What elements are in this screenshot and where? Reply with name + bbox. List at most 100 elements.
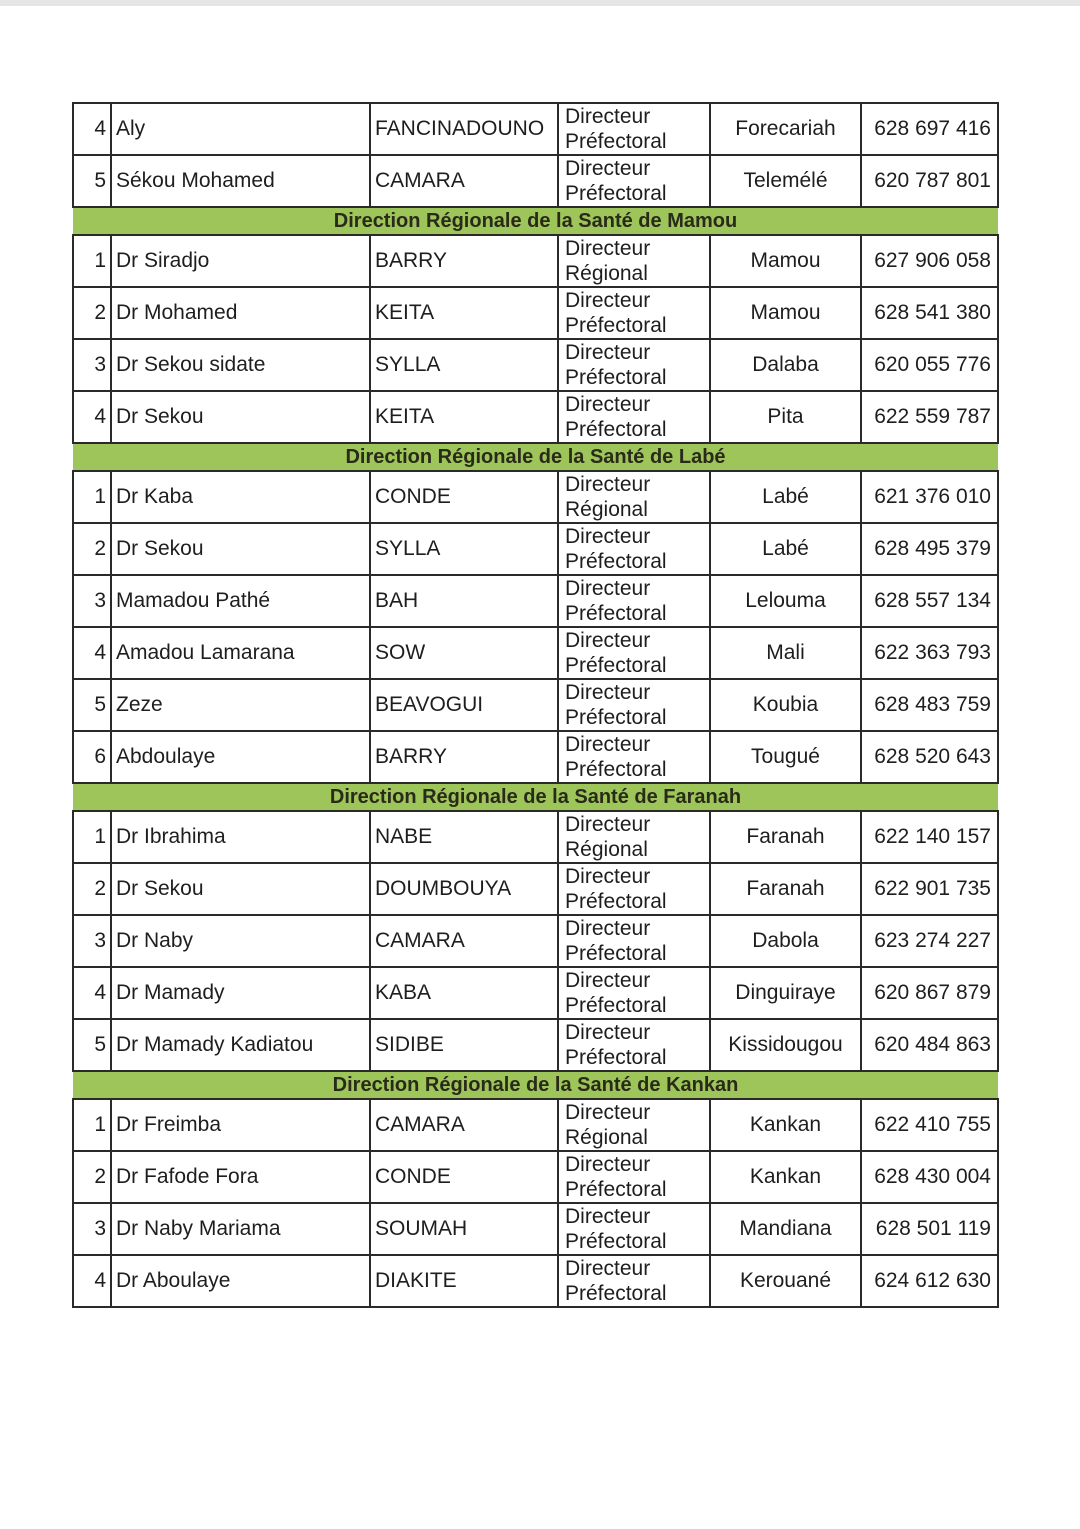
location-cell: Faranah bbox=[709, 862, 862, 916]
last-name-cell: DOUMBOUYA bbox=[369, 862, 559, 916]
phone-number-cell: 622 559 787 bbox=[860, 390, 999, 444]
table-row: 5 Dr Mamady Kadiatou SIDIBE Directeur Préfe… bbox=[72, 1018, 999, 1072]
job-title-cell: Directeur Préfectoral bbox=[557, 390, 711, 444]
table-row: 1 Dr Ibrahima NABE Directeur Régional Farana… bbox=[72, 810, 999, 864]
table-row: 4 Aly FANCINADOUNO Directeur Préfectoral For… bbox=[72, 102, 999, 156]
table-row: 4 Amadou Lamarana SOW Directeur Préfectoral… bbox=[72, 626, 999, 680]
job-title-cell: Directeur Préfectoral bbox=[557, 1254, 711, 1308]
first-name-cell: Sékou Mohamed bbox=[110, 154, 371, 208]
row-number-cell: 1 bbox=[72, 1098, 112, 1152]
job-title-cell: Directeur Préfectoral bbox=[557, 286, 711, 340]
table-row: 4 Dr Aboulaye DIAKITE Directeur Préfectoral… bbox=[72, 1254, 999, 1308]
phone-number-cell: 623 274 227 bbox=[860, 914, 999, 968]
table-row: 6 Abdoulaye BARRY Directeur Préfectoral Toug… bbox=[72, 730, 999, 784]
last-name-cell: SOUMAH bbox=[369, 1202, 559, 1256]
phone-number-cell: 622 363 793 bbox=[860, 626, 999, 680]
job-title-cell: Directeur Préfectoral bbox=[557, 1202, 711, 1256]
row-number-cell: 2 bbox=[72, 286, 112, 340]
table-row: 1 Dr Siradjo BARRY Directeur Régional Mamou 6… bbox=[72, 234, 999, 288]
location-cell: Kankan bbox=[709, 1150, 862, 1204]
row-number-cell: 3 bbox=[72, 914, 112, 968]
section-heading: Direction Régionale de la Santé de Kanka… bbox=[73, 1070, 998, 1100]
last-name-cell: BAH bbox=[369, 574, 559, 628]
section-heading: Direction Régionale de la Santé de Labé bbox=[73, 442, 998, 472]
section-header-row: Direction Régionale de la Santé de Kanka… bbox=[73, 1070, 998, 1100]
section-header-row: Direction Régionale de la Santé de Labé bbox=[73, 442, 998, 472]
first-name-cell: Dr Sekou sidate bbox=[110, 338, 371, 392]
phone-number-cell: 628 495 379 bbox=[860, 522, 999, 576]
phone-number-cell: 620 055 776 bbox=[860, 338, 999, 392]
table-row: 5 Zeze BEAVOGUI Directeur Préfectoral Koubia… bbox=[72, 678, 999, 732]
job-title-cell: Directeur Préfectoral bbox=[557, 154, 711, 208]
phone-number-cell: 627 906 058 bbox=[860, 234, 999, 288]
job-title-cell: Directeur Préfectoral bbox=[557, 102, 711, 156]
last-name-cell: BARRY bbox=[369, 730, 559, 784]
job-title-cell: Directeur Régional bbox=[557, 470, 711, 524]
last-name-cell: KEITA bbox=[369, 390, 559, 444]
last-name-cell: SIDIBE bbox=[369, 1018, 559, 1072]
table-row: 3 Mamadou Pathé BAH Directeur Préfectoral Le… bbox=[72, 574, 999, 628]
location-cell: Pita bbox=[709, 390, 862, 444]
phone-number-cell: 620 787 801 bbox=[860, 154, 999, 208]
location-cell: Mamou bbox=[709, 286, 862, 340]
last-name-cell: SOW bbox=[369, 626, 559, 680]
job-title-cell: Directeur Régional bbox=[557, 1098, 711, 1152]
first-name-cell: Zeze bbox=[110, 678, 371, 732]
job-title-cell: Directeur Régional bbox=[557, 810, 711, 864]
row-number-cell: 1 bbox=[72, 234, 112, 288]
phone-number-cell: 621 376 010 bbox=[860, 470, 999, 524]
row-number-cell: 5 bbox=[72, 678, 112, 732]
first-name-cell: Amadou Lamarana bbox=[110, 626, 371, 680]
row-number-cell: 4 bbox=[72, 102, 112, 156]
location-cell: Forecariah bbox=[709, 102, 862, 156]
table-row: 3 Dr Naby CAMARA Directeur Préfectoral Dabol… bbox=[72, 914, 999, 968]
last-name-cell: BEAVOGUI bbox=[369, 678, 559, 732]
row-number-cell: 2 bbox=[72, 862, 112, 916]
section-heading: Direction Régionale de la Santé de Faran… bbox=[73, 782, 998, 812]
phone-number-cell: 628 697 416 bbox=[860, 102, 999, 156]
first-name-cell: Dr Ibrahima bbox=[110, 810, 371, 864]
phone-number-cell: 628 541 380 bbox=[860, 286, 999, 340]
section-heading: Direction Régionale de la Santé de Mamou bbox=[73, 206, 998, 236]
first-name-cell: Dr Naby Mariama bbox=[110, 1202, 371, 1256]
phone-number-cell: 628 430 004 bbox=[860, 1150, 999, 1204]
last-name-cell: KABA bbox=[369, 966, 559, 1020]
table-row: 4 Dr Sekou KEITA Directeur Préfectoral Pita 6… bbox=[72, 390, 999, 444]
directory-table: 4 Aly FANCINADOUNO Directeur Préfectoral For… bbox=[72, 102, 999, 1308]
last-name-cell: CAMARA bbox=[369, 1098, 559, 1152]
table-row: 5 Sékou Mohamed CAMARA Directeur Préfectora… bbox=[72, 154, 999, 208]
row-number-cell: 4 bbox=[72, 966, 112, 1020]
job-title-cell: Directeur Préfectoral bbox=[557, 626, 711, 680]
job-title-cell: Directeur Préfectoral bbox=[557, 730, 711, 784]
phone-number-cell: 628 520 643 bbox=[860, 730, 999, 784]
job-title-cell: Directeur Préfectoral bbox=[557, 338, 711, 392]
row-number-cell: 2 bbox=[72, 1150, 112, 1204]
job-title-cell: Directeur Préfectoral bbox=[557, 862, 711, 916]
last-name-cell: CAMARA bbox=[369, 154, 559, 208]
first-name-cell: Dr Freimba bbox=[110, 1098, 371, 1152]
first-name-cell: Abdoulaye bbox=[110, 730, 371, 784]
table-row: 2 Dr Mohamed KEITA Directeur Préfectoral Mam… bbox=[72, 286, 999, 340]
first-name-cell: Dr Mamady Kadiatou bbox=[110, 1018, 371, 1072]
table-row: 3 Dr Sekou sidate SYLLA Directeur Préfector… bbox=[72, 338, 999, 392]
last-name-cell: NABE bbox=[369, 810, 559, 864]
phone-number-cell: 622 901 735 bbox=[860, 862, 999, 916]
job-title-cell: Directeur Préfectoral bbox=[557, 574, 711, 628]
table-row: 1 Dr Kaba CONDE Directeur Régional Labé 621 3… bbox=[72, 470, 999, 524]
first-name-cell: Dr Mamady bbox=[110, 966, 371, 1020]
location-cell: Kerouané bbox=[709, 1254, 862, 1308]
phone-number-cell: 628 557 134 bbox=[860, 574, 999, 628]
phone-number-cell: 624 612 630 bbox=[860, 1254, 999, 1308]
first-name-cell: Dr Siradjo bbox=[110, 234, 371, 288]
row-number-cell: 6 bbox=[72, 730, 112, 784]
phone-number-cell: 620 867 879 bbox=[860, 966, 999, 1020]
location-cell: Mamou bbox=[709, 234, 862, 288]
first-name-cell: Dr Aboulaye bbox=[110, 1254, 371, 1308]
job-title-cell: Directeur Préfectoral bbox=[557, 1018, 711, 1072]
first-name-cell: Dr Fafode Fora bbox=[110, 1150, 371, 1204]
phone-number-cell: 622 410 755 bbox=[860, 1098, 999, 1152]
job-title-cell: Directeur Régional bbox=[557, 234, 711, 288]
job-title-cell: Directeur Préfectoral bbox=[557, 966, 711, 1020]
last-name-cell: SYLLA bbox=[369, 338, 559, 392]
table-row: 4 Dr Mamady KABA Directeur Préfectoral Dingu… bbox=[72, 966, 999, 1020]
